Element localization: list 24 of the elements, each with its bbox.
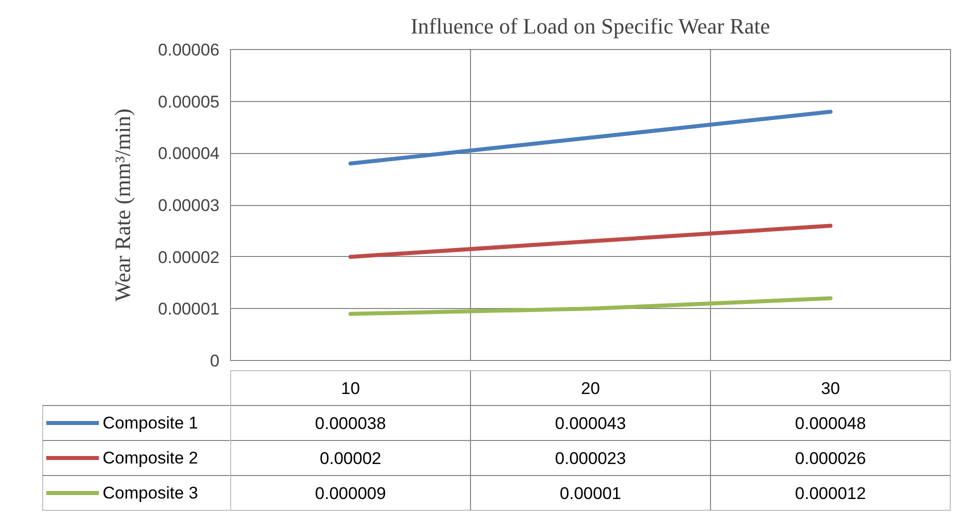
y-tick-label: 0.00003 — [158, 196, 220, 215]
data-label: 0.000026 — [795, 449, 866, 468]
legend-label: Composite 1 — [102, 414, 198, 432]
x-tick-label: 10 — [341, 379, 360, 398]
legend-label: Composite 2 — [102, 448, 198, 468]
y-tick-label: 0.00006 — [158, 40, 220, 60]
data-label: 0.000023 — [555, 449, 626, 468]
data-label: 0.000012 — [795, 484, 866, 503]
y-axis-title: Wear Rate (mm³/min) — [110, 108, 136, 302]
data-label: 0.000043 — [555, 414, 626, 433]
y-tick-label: 0.00005 — [158, 92, 220, 112]
x-tick-label: 30 — [821, 379, 840, 398]
data-label: 0.00001 — [560, 484, 622, 503]
data-label: 0.000048 — [795, 414, 866, 433]
y-tick-label: 0.00001 — [158, 300, 220, 319]
data-label: 0.000038 — [315, 414, 386, 433]
data-label: 0.000009 — [315, 484, 386, 503]
y-tick-label: 0.00004 — [158, 144, 220, 164]
y-tick-label: 0 — [210, 352, 220, 370]
x-tick-label: 20 — [581, 379, 600, 398]
y-tick-label: 0.00002 — [158, 248, 220, 267]
data-label: 0.00002 — [320, 449, 382, 468]
chart-title: Influence of Load on Specific Wear Rate — [410, 14, 770, 38]
legend-label: Composite 3 — [102, 484, 198, 502]
